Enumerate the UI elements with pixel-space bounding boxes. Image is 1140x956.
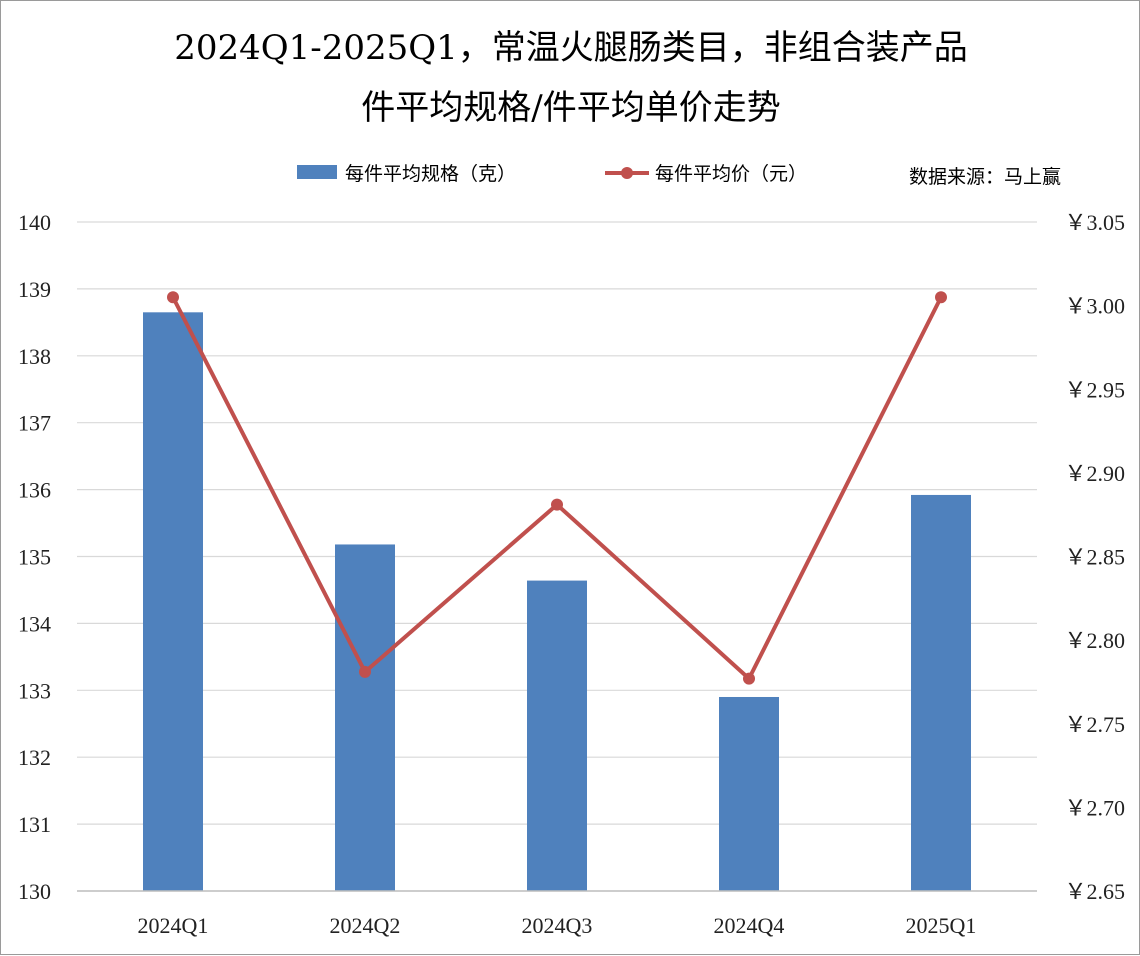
y-left-tick-label: 132 — [18, 745, 51, 770]
y-left-tick-label: 137 — [18, 411, 51, 436]
x-tick-label: 2024Q2 — [330, 913, 401, 938]
y-right-tick-label: ￥3.05 — [1064, 210, 1125, 235]
right-axis: ￥2.65 ￥2.70 ￥2.75 ￥2.80 ￥2.85 ￥2.90 ￥2.95 ￥3.00… — [1064, 210, 1125, 904]
legend-line-label: 每件平均价（元） — [655, 163, 807, 185]
chart-title-line-2: 件平均规格/件平均单价走势 — [361, 88, 780, 128]
y-right-tick-label: ￥2.80 — [1064, 628, 1125, 653]
x-tick-label: 2024Q1 — [138, 913, 209, 938]
data-source-note: 数据来源：马上赢 — [909, 166, 1061, 188]
price-point-2025q1 — [935, 291, 947, 304]
y-left-tick-label: 134 — [18, 611, 51, 636]
y-right-tick-label: ￥2.65 — [1064, 879, 1125, 904]
price-point-2024q1 — [167, 291, 179, 304]
y-right-tick-label: ￥2.85 — [1064, 545, 1125, 570]
bar-2024q1 — [143, 312, 203, 891]
x-tick-label: 2024Q3 — [522, 913, 593, 938]
line-series — [167, 291, 947, 685]
bar-series — [143, 312, 971, 891]
y-right-tick-label: ￥3.00 — [1064, 294, 1125, 319]
y-left-tick-label: 131 — [18, 812, 51, 837]
x-axis: 2024Q1 2024Q2 2024Q3 2024Q4 2025Q1 — [77, 890, 1037, 938]
y-right-tick-label: ￥2.90 — [1064, 461, 1125, 486]
y-left-tick-label: 133 — [18, 678, 51, 703]
y-left-tick-label: 136 — [18, 478, 51, 503]
price-point-2024q3 — [551, 498, 563, 511]
bar-2024q3 — [527, 580, 587, 891]
chart-title-line-1: 2024Q1-2025Q1，常温火腿肠类目，非组合装产品 — [174, 28, 968, 68]
bar-2024q2 — [335, 544, 395, 891]
y-left-tick-label: 140 — [18, 210, 51, 235]
legend: 每件平均规格（克） 每件平均价（元） — [297, 163, 807, 185]
y-right-tick-label: ￥2.70 — [1064, 795, 1125, 820]
y-right-tick-label: ￥2.75 — [1064, 712, 1125, 737]
x-tick-label: 2025Q1 — [906, 913, 977, 938]
y-left-tick-label: 138 — [18, 344, 51, 369]
y-left-tick-label: 139 — [18, 277, 51, 302]
bar-2025q1 — [911, 494, 971, 891]
y-left-tick-label: 130 — [18, 879, 51, 904]
y-right-tick-label: ￥2.95 — [1064, 377, 1125, 402]
price-point-2024q2 — [359, 665, 371, 678]
legend-line-marker — [621, 167, 633, 179]
price-point-2024q4 — [743, 672, 755, 685]
y-left-tick-label: 135 — [18, 545, 51, 570]
x-tick-label: 2024Q4 — [714, 913, 785, 938]
bar-2024q4 — [719, 696, 779, 891]
legend-bar-swatch — [297, 165, 337, 179]
legend-bar-label: 每件平均规格（克） — [345, 163, 516, 185]
left-axis: 130 131 132 133 134 135 136 137 138 139 140 — [18, 210, 51, 904]
